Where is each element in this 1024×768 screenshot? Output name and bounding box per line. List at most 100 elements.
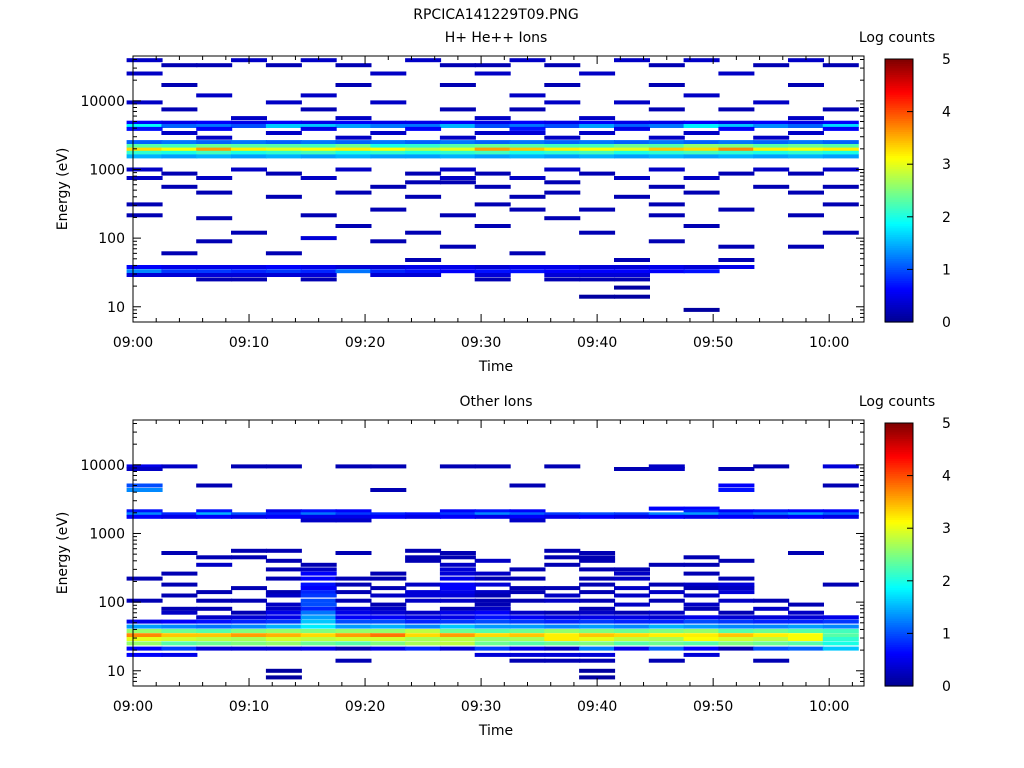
heatmap-cell	[231, 646, 267, 651]
heatmap-cell	[614, 593, 650, 598]
heatmap-cell	[648, 154, 685, 159]
colorbar-swatch	[885, 227, 913, 231]
heatmap-cell	[474, 147, 511, 152]
heatmap-cell	[231, 124, 267, 128]
heatmap-cell	[683, 641, 720, 646]
heatmap-cell	[161, 265, 198, 269]
heatmap-cell	[683, 629, 720, 633]
heatmap-cell	[579, 576, 616, 581]
colorbar-swatch	[885, 275, 913, 279]
heatmap-cell	[579, 567, 616, 572]
colorbar-swatch	[885, 495, 913, 499]
heatmap-cell	[196, 512, 233, 517]
heatmap-cell	[683, 140, 720, 145]
heatmap-cell	[509, 251, 546, 256]
heatmap-cell	[126, 120, 163, 125]
heatmap-cell	[753, 63, 790, 68]
heatmap-cell	[196, 190, 233, 195]
heatmap-cell	[544, 83, 581, 87]
heatmap-cell	[126, 646, 163, 651]
heatmap-cell	[196, 265, 233, 269]
colorbar-swatch	[885, 175, 913, 178]
colorbar-swatch	[885, 170, 913, 174]
heatmap-cell	[265, 624, 302, 629]
heatmap-cell	[753, 100, 790, 105]
heatmap-cell	[405, 273, 442, 277]
colorbar-swatch	[885, 519, 913, 523]
colorbar-swatch	[885, 462, 913, 466]
heatmap-cell	[231, 586, 267, 591]
heatmap-cell	[231, 265, 267, 269]
heatmap-cell	[579, 124, 616, 128]
colorbar-swatch	[885, 602, 913, 606]
heatmap-cell	[265, 567, 302, 572]
colorbar-swatch	[885, 105, 913, 108]
colorbar-swatch	[885, 585, 913, 588]
colorbar-swatch	[885, 94, 913, 97]
heatmap-cell	[579, 598, 616, 603]
colorbar-swatch	[885, 232, 913, 235]
heatmap-cell	[683, 265, 720, 269]
heatmap-cell	[753, 150, 790, 155]
heatmap-cell	[126, 483, 163, 488]
heatmap-cell	[439, 593, 476, 598]
heatmap-cell	[196, 606, 233, 611]
colorbar-swatch	[885, 236, 913, 240]
heatmap-cell	[509, 619, 546, 624]
heatmap-cell	[614, 140, 650, 145]
colorbar-swatch	[885, 240, 913, 244]
colorbar-swatch	[885, 278, 913, 281]
heatmap-cell	[196, 120, 233, 125]
heatmap-cell	[718, 558, 755, 563]
heatmap-cell	[753, 147, 790, 152]
heatmap-cell	[126, 140, 163, 145]
heatmap-cell	[405, 126, 442, 131]
colorbar-swatch	[885, 521, 913, 525]
heatmap-cell	[579, 590, 616, 595]
heatmap-cell	[405, 633, 442, 638]
heatmap-cell	[231, 641, 267, 646]
heatmap-cell	[300, 629, 337, 633]
colorbar-swatch	[885, 596, 913, 599]
heatmap-cell	[370, 131, 407, 135]
colorbar-frame	[884, 422, 914, 687]
heatmap-cell	[753, 658, 790, 663]
heatmap-cell	[265, 251, 302, 256]
colorbar-swatch	[885, 159, 913, 163]
colorbar-swatch	[885, 214, 913, 218]
heatmap-cell	[405, 154, 442, 159]
heatmap-cell	[405, 512, 442, 517]
heatmap-cell	[474, 277, 511, 282]
heatmap-cell	[126, 467, 163, 471]
heatmap-cell	[718, 126, 755, 131]
colorbar-swatch	[885, 646, 913, 650]
heatmap-cell	[370, 641, 407, 646]
heatmap-cell	[265, 668, 302, 673]
heatmap-cell	[509, 483, 546, 488]
heatmap-cell	[265, 641, 302, 646]
heatmap-cell	[126, 58, 163, 63]
heatmap-cell	[822, 624, 859, 629]
heatmap-cell	[335, 116, 372, 121]
heatmap-cell	[509, 58, 546, 63]
heatmap-cell	[718, 71, 755, 76]
colorbar: Log counts 0 1 2 3 4 5	[859, 394, 951, 695]
heatmap-cell	[196, 147, 233, 152]
plot-frame	[132, 55, 865, 323]
heatmap-cell	[822, 107, 859, 112]
heatmap-cell	[544, 593, 581, 598]
colorbar-swatch	[885, 569, 913, 573]
colorbar-swatch	[885, 427, 913, 431]
colorbar-swatch	[885, 89, 913, 93]
heatmap-cell	[509, 131, 546, 135]
heatmap-cell	[753, 144, 790, 148]
heatmap-cell	[196, 150, 233, 155]
colorbar-swatch	[885, 271, 913, 275]
heatmap-cell	[196, 590, 233, 595]
heatmap-cell	[126, 126, 163, 131]
colorbar-swatch	[885, 425, 913, 428]
heatmap-cell	[474, 598, 511, 603]
heatmap-cell	[335, 154, 372, 159]
heatmap-cell	[300, 213, 337, 218]
heatmap-cell	[370, 606, 407, 611]
